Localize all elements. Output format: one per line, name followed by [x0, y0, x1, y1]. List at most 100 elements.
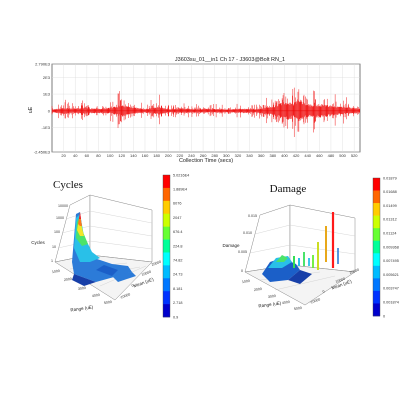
x-tick-label: 120	[118, 153, 125, 158]
colorbar-swatch	[163, 278, 170, 292]
x-tick-label: 100	[107, 153, 114, 158]
colorbar-swatch	[373, 190, 380, 204]
y-tick-labels: 2.790E3 2E3 1E3 0 -1E3 -2.450E3	[34, 62, 51, 155]
x-tick-label: 320	[235, 153, 242, 158]
y-tick-label: -10000	[309, 297, 321, 305]
chart-title: J3603su_01__in1 Ch 17 - J3603@Bolt RN_1	[175, 57, 285, 63]
x-tick-label: 5000	[294, 306, 302, 311]
colorbar-swatch	[163, 265, 170, 279]
damage-x-axis-label: Range (uE)	[258, 300, 282, 308]
signal-trace	[51, 87, 360, 137]
colorbar-label: 0.01499	[383, 204, 397, 208]
damage-z-tick-labels: 0 0.005 0.010 0.015	[238, 214, 257, 273]
x-tick-label: 500	[339, 153, 346, 158]
x-tick-label: 380	[269, 153, 276, 158]
colorbar-swatch	[163, 187, 170, 202]
y-tick-label: 10000	[141, 270, 152, 277]
x-tick-label: 4000	[282, 300, 290, 305]
damage-title: Damage	[270, 183, 307, 195]
colorbar-swatch	[163, 239, 170, 253]
x-tick-label: 20	[61, 153, 66, 158]
colorbar-label: 0.009368	[383, 245, 399, 249]
colorbar-label: 0.01879	[383, 176, 397, 180]
x-tick-label: 4000	[92, 293, 100, 298]
x-tick-label: 240	[188, 153, 195, 158]
colorbar-swatch	[163, 200, 170, 215]
y-tick-label: -2.450E3	[34, 150, 51, 155]
colorbar-swatch	[373, 290, 380, 304]
colorbar-swatch	[373, 265, 380, 279]
z-tick-label: 0.005	[238, 250, 247, 254]
colorbar-swatch	[163, 291, 170, 305]
x-tick-label: 300	[223, 153, 230, 158]
y-tick-label: 0	[48, 108, 51, 113]
x-tick-label: 520	[351, 153, 358, 158]
x-tick-label: 160	[142, 153, 149, 158]
colorbar-label: 5.0216E4	[173, 173, 189, 177]
damage-3d-chart: Damage 00.00	[222, 176, 398, 318]
colorbar-swatch	[373, 228, 380, 242]
x-tick-label: 340	[246, 153, 253, 158]
x-tick-label: 2000	[64, 277, 72, 282]
colorbar-label: 24.73	[173, 273, 183, 277]
x-tick-label: 460	[316, 153, 323, 158]
x-tick-label: 140	[130, 153, 137, 158]
colorbar-label: 0.01312	[383, 218, 397, 222]
z-tick-label: 0	[241, 269, 243, 273]
y-tick-label: 20000	[151, 260, 162, 267]
colorbar-label: 8.181	[173, 287, 183, 291]
z-tick-label: 0.010	[243, 231, 252, 235]
cycles-surface	[72, 212, 136, 286]
y-tick-label: -10000	[119, 292, 131, 300]
colorbar-swatch	[163, 252, 170, 266]
colorbar-label: 2047	[173, 216, 181, 220]
damage-colorbar: 0.01879 0.01688 0.01499 0.01312 0.01124 0.009…	[372, 176, 399, 318]
z-tick-label: 100	[54, 230, 60, 234]
damage-z-axis-label: Damage	[222, 243, 240, 248]
colorbar-swatch	[373, 240, 380, 254]
colorbar-label: 676.4	[173, 230, 183, 234]
x-tick-label: 280	[211, 153, 218, 158]
x-tick-labels: 20 40 60 80 100 120 140 160 180 200 220 240 260 280 30…	[61, 153, 358, 158]
colorbar-label: 6076	[173, 202, 181, 206]
cycles-colorbar: 5.0216E4 1.889E4 6076 2047 676.4 224.8 74.82 24…	[162, 173, 189, 319]
z-tick-label: 1000	[56, 216, 64, 220]
x-tick-label: 80	[96, 153, 101, 158]
colorbar-label: 2.718	[173, 301, 183, 305]
y-axis-label: uE	[28, 106, 34, 113]
colorbar-label: 0	[383, 314, 385, 318]
colorbar-swatch	[373, 278, 380, 292]
colorbar-swatch	[373, 215, 380, 229]
z-tick-label: 0.015	[248, 214, 257, 218]
colorbar-label: 0.9	[173, 315, 178, 319]
x-tick-label: 1000	[242, 279, 250, 284]
cycles-z-tick-labels: 1 10 100 1000 10000	[51, 204, 68, 263]
x-tick-label: 2000	[254, 287, 262, 292]
x-tick-label: 200	[165, 153, 172, 158]
x-tick-label: 3000	[78, 286, 86, 291]
colorbar-label: 0.007495	[383, 259, 399, 263]
z-tick-label: 10	[52, 245, 56, 249]
damage-surface	[262, 255, 312, 284]
cycles-x-tick-labels: 1000 2000 3000 4000 5000	[52, 269, 112, 305]
colorbar-label: 0.01124	[383, 232, 396, 236]
colorbar-label: 1.889E4	[173, 188, 187, 192]
damage-spikes	[293, 212, 339, 270]
x-axis-label: Collection Time (secs)	[179, 158, 233, 164]
colorbar-swatch	[373, 303, 380, 317]
colorbar-swatch	[163, 226, 170, 240]
colorbar-label: 0.005621	[383, 273, 399, 277]
y-tick-label: 0	[131, 283, 134, 287]
cycles-z-axis-label: Cycles	[31, 240, 45, 245]
x-tick-label: 420	[293, 153, 300, 158]
colorbar-label: 0.001874	[383, 301, 399, 305]
cycles-title: Cycles	[53, 179, 83, 191]
z-tick-label: 10000	[58, 204, 68, 208]
colorbar-swatch	[373, 253, 380, 267]
colorbar-label: 0.003747	[383, 287, 399, 291]
x-tick-label: 3000	[268, 294, 276, 299]
y-tick-label: -1E3	[42, 125, 51, 130]
